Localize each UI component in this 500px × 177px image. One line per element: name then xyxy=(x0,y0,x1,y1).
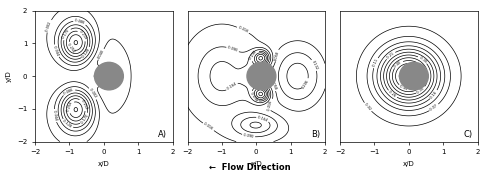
Text: -0.35: -0.35 xyxy=(416,86,426,95)
Text: -0.212: -0.212 xyxy=(80,99,88,110)
Text: -0.11: -0.11 xyxy=(372,58,379,68)
Text: -0.21: -0.21 xyxy=(386,51,396,60)
Circle shape xyxy=(400,62,428,90)
Y-axis label: y/D: y/D xyxy=(6,70,12,82)
Text: 0.058: 0.058 xyxy=(270,80,277,91)
Circle shape xyxy=(94,62,124,90)
Text: -0.16: -0.16 xyxy=(430,90,438,99)
Text: -0.02: -0.02 xyxy=(364,102,372,112)
Text: -0.07: -0.07 xyxy=(429,103,439,112)
Text: -0.30: -0.30 xyxy=(418,55,428,64)
Text: -0.044: -0.044 xyxy=(52,110,58,122)
Text: C): C) xyxy=(463,130,472,139)
X-axis label: x/D: x/D xyxy=(250,161,262,167)
Text: -0.40: -0.40 xyxy=(394,60,403,69)
Text: -0.086: -0.086 xyxy=(74,18,86,25)
Text: -0.002: -0.002 xyxy=(45,20,52,32)
Text: 0.132: 0.132 xyxy=(311,60,318,71)
Text: -0.016: -0.016 xyxy=(237,26,249,34)
Text: -0.164: -0.164 xyxy=(226,82,238,91)
Text: A): A) xyxy=(158,130,168,139)
Text: -0.090: -0.090 xyxy=(226,45,238,53)
Text: -0.254: -0.254 xyxy=(66,101,74,113)
Text: -0.044: -0.044 xyxy=(52,45,60,57)
Text: -0.002: -0.002 xyxy=(88,88,98,99)
Text: -0.170: -0.170 xyxy=(80,113,90,125)
X-axis label: x/D: x/D xyxy=(98,161,110,167)
Text: -0.086: -0.086 xyxy=(63,87,75,96)
Text: 0.206: 0.206 xyxy=(302,79,310,89)
Text: -0.238: -0.238 xyxy=(248,49,258,61)
X-axis label: x/D: x/D xyxy=(403,161,414,167)
Text: 0.040: 0.040 xyxy=(97,49,106,60)
Text: ←  Flow Direction: ← Flow Direction xyxy=(209,163,291,172)
Text: -0.128: -0.128 xyxy=(62,119,73,129)
Text: 0.058: 0.058 xyxy=(274,50,280,61)
Text: -0.212: -0.212 xyxy=(78,29,88,41)
Text: -0.016: -0.016 xyxy=(202,122,214,132)
Text: -0.164: -0.164 xyxy=(256,115,269,122)
Text: -0.090: -0.090 xyxy=(242,133,254,139)
Text: -0.128: -0.128 xyxy=(82,47,92,59)
Text: -0.016: -0.016 xyxy=(266,99,273,111)
Circle shape xyxy=(247,62,276,90)
Text: -0.254: -0.254 xyxy=(66,42,76,54)
Text: -0.45: -0.45 xyxy=(399,84,409,91)
Text: -0.26: -0.26 xyxy=(388,90,397,99)
Text: -0.238: -0.238 xyxy=(248,92,258,103)
Text: B): B) xyxy=(310,130,320,139)
Text: -0.170: -0.170 xyxy=(62,28,71,40)
